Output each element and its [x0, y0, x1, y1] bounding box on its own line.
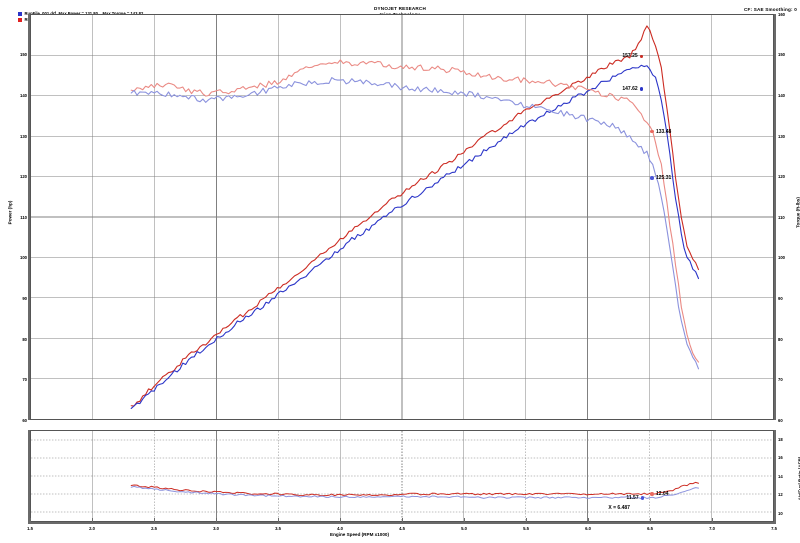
power-torque-svg — [31, 15, 773, 419]
axis-tick-label: 110 — [778, 214, 785, 220]
left-axis-spine — [28, 14, 30, 420]
axis-tick-label: 150 — [778, 52, 785, 58]
annotation-afr-red-value: 12.04 — [655, 490, 669, 497]
axis-tick-label: 60 — [778, 417, 783, 423]
axis-tick-label: 6.5 — [647, 526, 653, 531]
axis-tick-label: 5.5 — [523, 526, 529, 531]
annotation-afr-blue-dot — [640, 496, 645, 500]
afr-svg — [31, 431, 773, 521]
axis-tick-label: 90 — [778, 296, 783, 301]
axis-tick-mark — [278, 518, 279, 523]
axis-tick-label: 2.0 — [89, 526, 95, 531]
axis-tick-label: 12 — [778, 492, 783, 498]
axis-tick-label: 4.5 — [399, 526, 405, 531]
axis-tick-label: 130 — [20, 133, 27, 139]
annotation-power-red-value: 157.25 — [622, 53, 638, 60]
annotation-torque-blue: 125.31 — [650, 175, 671, 181]
axis-tick-label: 120 — [778, 174, 785, 180]
annotation-afr-blue: 11.57 — [626, 495, 645, 502]
annotation-power-red: 157.25 — [622, 53, 644, 60]
axis-tick-label: 90 — [22, 296, 27, 301]
legend-file-run1: RunFile_001.drf — [25, 11, 59, 17]
axis-tick-label: 110 — [20, 214, 27, 220]
axis-tick-label: 140 — [20, 93, 27, 98]
axis-tick-label: 100 — [778, 255, 785, 261]
cursor-x-readout: X = 6.487 — [608, 504, 630, 511]
axis-tick-mark — [30, 518, 31, 523]
axis-tick-mark — [216, 518, 217, 523]
annotation-afr-red-dot — [650, 492, 654, 496]
axis-tick-label: 1.5 — [27, 526, 33, 531]
annotation-torque-red: 133.48 — [650, 129, 671, 135]
axis-tick-label: 3.5 — [275, 526, 281, 531]
axis-tick-label: 7.5 — [771, 526, 777, 531]
right-axis-spine — [774, 14, 776, 420]
axis-tick-label: 10 — [778, 510, 783, 516]
axis-tick-label: 7.0 — [709, 526, 715, 531]
power-torque-plot — [30, 14, 774, 420]
legend-swatch-run1 — [18, 11, 22, 17]
legend-swatch-run2 — [18, 17, 22, 23]
legend-maxtorque-run1: Max Torque = 143.82 — [103, 11, 144, 17]
axis-tick-label: 130 — [778, 133, 785, 139]
legend-row: RunFile_001.drf Max Power = 131.80 Max T… — [18, 11, 143, 17]
axis-tick-mark — [526, 518, 527, 523]
annotation-torque-red-value: 133.48 — [655, 128, 672, 135]
annotation-power-blue-value: 147.62 — [622, 85, 638, 92]
axis-tick-mark — [712, 518, 713, 523]
x-axis-spine — [28, 522, 776, 524]
axis-tick-mark — [92, 518, 93, 523]
axis-tick-mark — [774, 518, 775, 523]
axis-tick-mark — [340, 518, 341, 523]
axis-tick-label: 60 — [22, 417, 27, 423]
annotation-torque-blue-value: 125.31 — [655, 175, 672, 182]
power-axis-title: Power (hp) — [7, 200, 13, 225]
annotation-torque-blue-dot — [650, 176, 654, 181]
axis-tick-label: 18 — [778, 437, 783, 442]
axis-tick-mark — [402, 518, 403, 523]
axis-tick-mark — [588, 518, 589, 523]
axis-tick-label: 4.0 — [337, 526, 343, 531]
axis-tick-mark — [464, 518, 465, 523]
annotation-afr-red: 12.04 — [650, 491, 668, 497]
axis-tick-label: 80 — [22, 336, 27, 342]
axis-tick-label: 160 — [778, 11, 785, 17]
axis-tick-label: 5.0 — [461, 526, 467, 531]
afr-left-axis-spine — [28, 430, 30, 522]
axis-tick-label: 150 — [20, 52, 27, 58]
cf-smoothing-label: CF: SAE Smoothing: 0 — [744, 7, 797, 12]
annotation-afr-blue-value: 11.57 — [626, 495, 639, 502]
torque-axis-title: Torque (ft-lbs) — [795, 197, 800, 228]
axis-tick-label: 140 — [778, 93, 785, 98]
axis-tick-label: 14 — [778, 473, 783, 479]
annotation-power-red-dot — [639, 54, 644, 59]
axis-tick-label: 6.0 — [585, 526, 591, 531]
afr-right-axis-spine — [774, 430, 776, 522]
axis-tick-label: 120 — [20, 174, 27, 180]
axis-tick-label: 70 — [778, 377, 783, 383]
annotation-power-blue-dot — [639, 87, 644, 91]
axis-tick-mark — [154, 518, 155, 523]
axis-tick-label: 80 — [778, 336, 783, 342]
axis-tick-label: 3.0 — [213, 526, 219, 531]
annotation-torque-red-dot — [650, 129, 654, 134]
engine-speed-axis-title: Engine Speed (RPM x1000) — [330, 532, 389, 537]
legend-maxpower-run1: Max Power = 131.80 — [59, 11, 103, 17]
axis-tick-label: 70 — [22, 377, 27, 383]
axis-tick-label: 100 — [20, 255, 27, 261]
axis-tick-mark — [650, 518, 651, 523]
axis-tick-label: 2.5 — [151, 526, 157, 531]
axis-tick-label: 16 — [778, 455, 783, 461]
afr-plot — [30, 430, 774, 522]
company-name: DYNOJET RESEARCH — [374, 6, 426, 11]
annotation-power-blue: 147.62 — [622, 85, 644, 92]
